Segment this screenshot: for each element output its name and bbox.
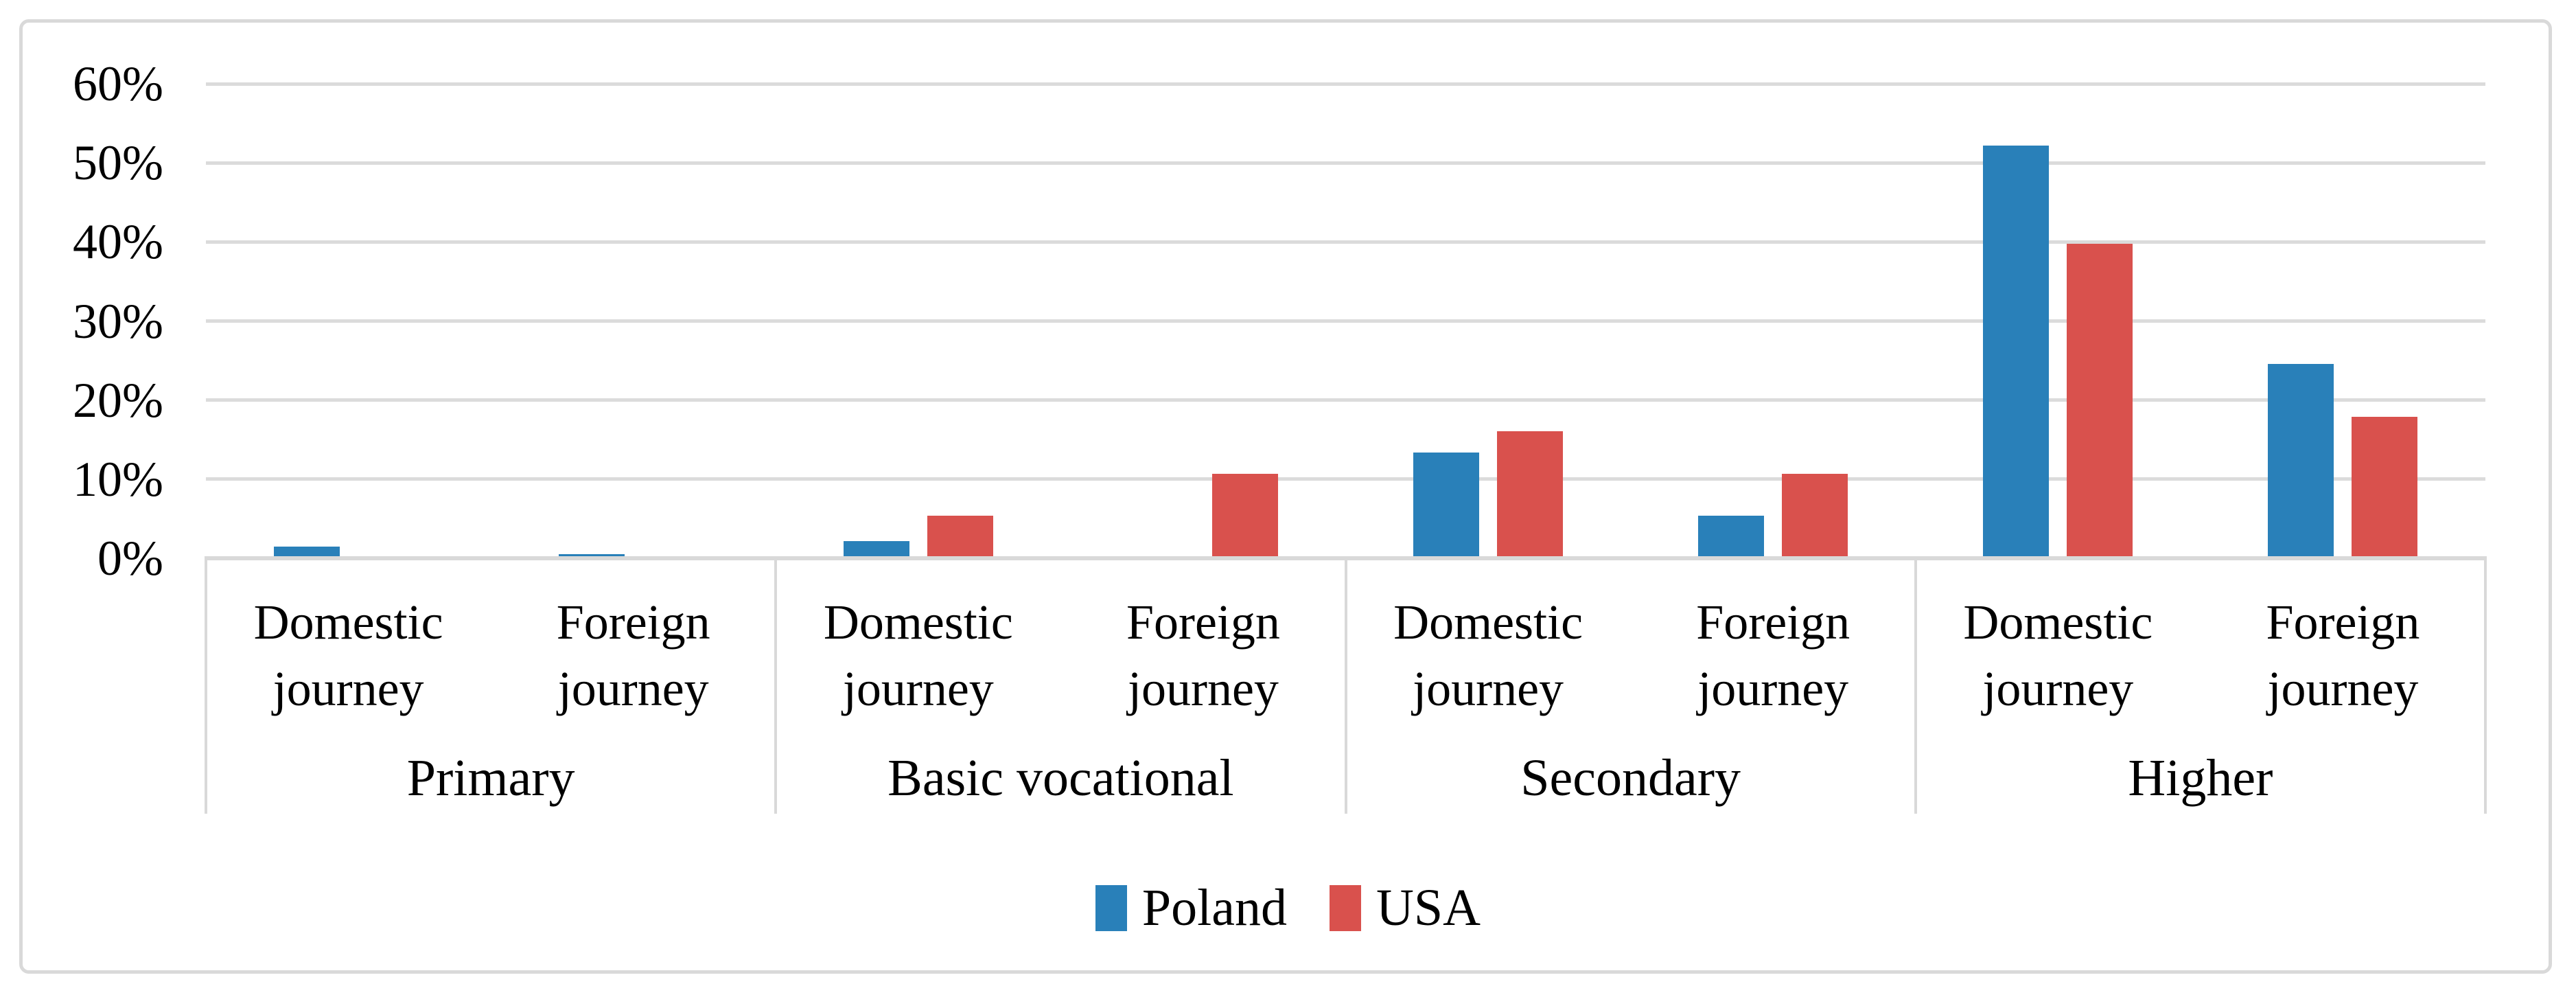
bar-usa-secondary-foreign-journey [1782,473,1848,558]
y-tick-label-60: 60% [73,56,163,112]
y-tick-label-20: 20% [73,372,163,428]
bar-poland-secondary-domestic-journey [1413,452,1480,558]
legend-label-usa: USA [1376,879,1481,937]
bar-usa-basic-vocational-domestic-journey [927,515,993,558]
category-divider-1 [774,558,778,814]
legend-swatch-usa [1330,884,1362,931]
group-label-basic-vocational: Basic vocational [887,749,1234,807]
subcategory-label-secondary-foreign-journey: Foreign journey [1696,595,1850,716]
legend-swatch-poland [1095,884,1127,931]
y-tick-label-50: 50% [73,135,163,191]
subcategory-label-primary-foreign-journey: Foreign journey [556,595,710,716]
legend-item-usa: USA [1330,880,1481,935]
legend-item-poland: Poland [1095,880,1287,935]
bar-poland-secondary-foreign-journey [1698,515,1765,558]
subcategory-label-higher-foreign-journey: Foreign journey [2266,595,2420,716]
y-gridline-20 [206,398,2485,402]
subcategory-label-primary-domestic-journey: Domestic journey [253,595,443,716]
category-divider-4 [2484,558,2487,814]
subcategory-label-basic-vocational-foreign-journey: Foreign journey [1126,595,1280,716]
group-label-higher: Higher [2128,749,2273,807]
bar-usa-secondary-domestic-journey [1497,431,1564,558]
y-tick-label-40: 40% [73,214,163,270]
bar-usa-higher-foreign-journey [2352,416,2418,558]
bar-poland-basic-vocational-domestic-journey [843,540,909,558]
bar-poland-higher-foreign-journey [2268,363,2334,558]
bar-usa-higher-domestic-journey [2067,243,2133,558]
group-label-secondary: Secondary [1520,749,1741,807]
y-tick-label-0: 0% [97,531,163,586]
bar-poland-higher-domestic-journey [1983,145,2050,558]
group-label-primary: Primary [406,749,575,807]
y-tick-label-10: 10% [73,451,163,507]
subcategory-label-higher-domestic-journey: Domestic journey [1963,595,2153,716]
y-gridline-10 [206,477,2485,481]
figure-border [19,19,2552,974]
bar-usa-basic-vocational-foreign-journey [1211,473,1278,558]
category-divider-0 [205,558,207,814]
y-gridline-60 [206,82,2485,86]
subcategory-label-secondary-domestic-journey: Domestic journey [1393,595,1583,716]
y-gridline-50 [206,161,2485,165]
category-divider-2 [1344,558,1347,814]
bar-poland-primary-domestic-journey [273,546,340,558]
legend: Poland USA [0,880,2576,935]
legend-label-poland: Poland [1141,879,1288,937]
category-divider-3 [1914,558,1917,814]
y-tick-label-30: 30% [73,293,163,349]
y-gridline-40 [206,240,2485,244]
subcategory-label-basic-vocational-domestic-journey: Domestic journey [823,595,1013,716]
y-gridline-30 [206,319,2485,323]
